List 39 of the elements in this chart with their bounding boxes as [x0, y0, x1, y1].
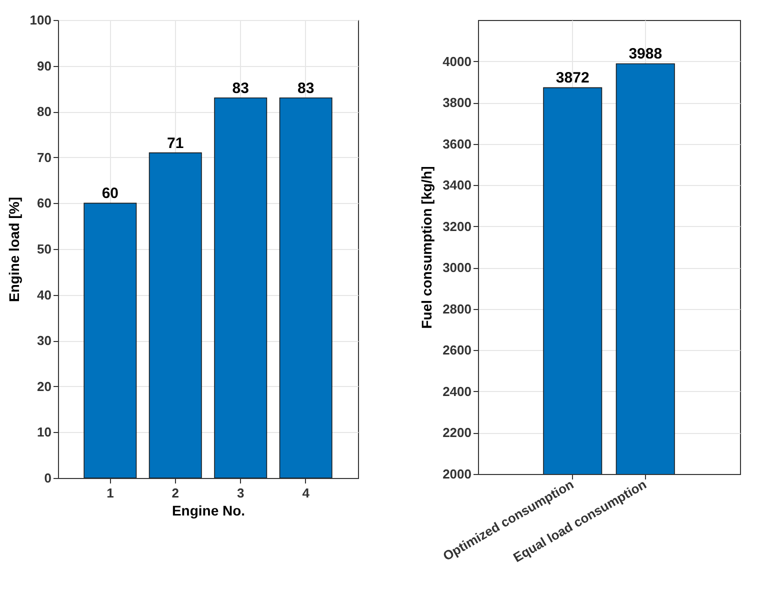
- x-tick-label: 1: [106, 486, 114, 500]
- y-tick-label: 2600: [442, 342, 472, 358]
- bar: [148, 152, 202, 478]
- y-tick-label: 100: [30, 12, 52, 28]
- y-tick-label: 2000: [442, 466, 472, 482]
- y-tick-label: 70: [37, 150, 52, 165]
- bar: [214, 97, 268, 478]
- y-tick-label: 2800: [442, 301, 472, 316]
- y-tick-label: 50: [37, 242, 52, 256]
- data-label: 83: [297, 80, 314, 97]
- data-label: 83: [232, 80, 249, 97]
- y-tick-label: 2200: [442, 425, 472, 440]
- y-axis-title: Engine load [%]: [6, 197, 22, 302]
- y-tick-label: 60: [37, 196, 52, 211]
- x-tick-label: 3: [236, 486, 244, 500]
- y-tick-label: 4000: [442, 54, 472, 69]
- x-tick-label: 4: [302, 486, 310, 500]
- bar: [84, 202, 137, 478]
- y-tick-label: 3400: [442, 178, 472, 193]
- bar: [279, 97, 332, 478]
- y-tick-label: 0: [44, 470, 52, 486]
- y-tick-label: 40: [37, 287, 52, 302]
- y-tick-label: 3200: [442, 218, 472, 234]
- data-label: 71: [167, 134, 184, 152]
- y-tick-label: 90: [37, 58, 52, 74]
- data-label: 60: [102, 185, 119, 202]
- data-label: 3872: [556, 70, 590, 87]
- y-tick-label: 10: [37, 424, 52, 440]
- y-tick-label: 80: [37, 104, 52, 120]
- y-tick-label: 30: [37, 333, 52, 348]
- data-label: 3988: [628, 46, 662, 63]
- y-axis-title: Fuel consumption [kg/h]: [418, 166, 435, 329]
- x-axis-title: Engine No.: [172, 502, 246, 518]
- y-tick-label: 2400: [442, 384, 472, 399]
- y-tick-label: 3000: [442, 260, 472, 276]
- y-tick-label: 3800: [442, 95, 472, 110]
- y-tick-label: 20: [37, 378, 52, 394]
- x-tick-label: 2: [172, 486, 180, 500]
- y-tick-label: 3600: [442, 136, 472, 152]
